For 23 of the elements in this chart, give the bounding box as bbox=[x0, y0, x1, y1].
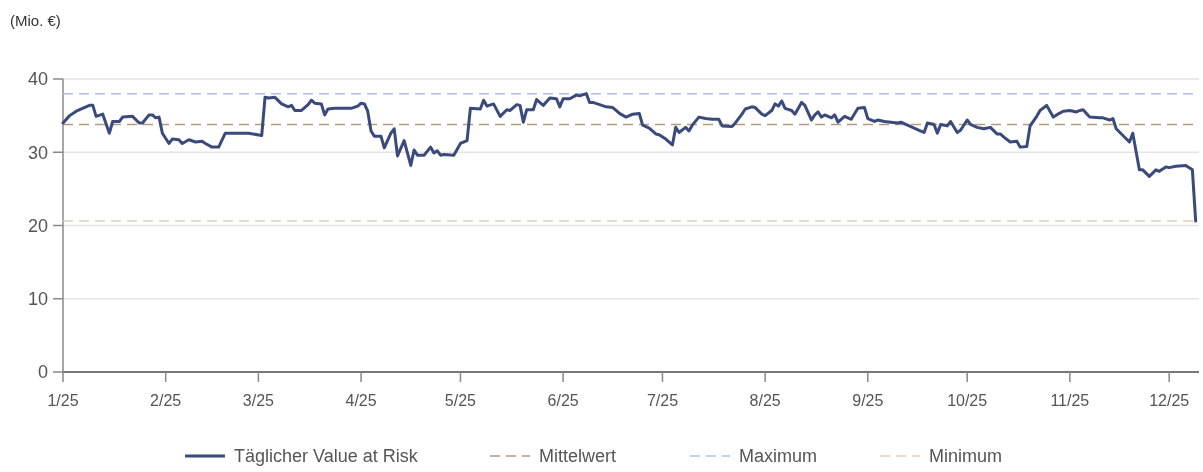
y-axis-title: (Mio. €) bbox=[10, 12, 61, 29]
y-tick-label: 40 bbox=[27, 69, 48, 90]
x-tick-label: 5/25 bbox=[444, 392, 477, 409]
legend-label: Täglicher Value at Risk bbox=[234, 446, 419, 466]
y-tick-label: 20 bbox=[27, 215, 48, 236]
legend-label: Minimum bbox=[929, 446, 1003, 466]
legend-label: Maximum bbox=[739, 446, 818, 466]
x-tick-label: 11/25 bbox=[1050, 392, 1090, 409]
x-tick-label: 1/25 bbox=[47, 392, 79, 409]
x-tick-label: 9/25 bbox=[852, 392, 884, 409]
x-tick-label: 10/25 bbox=[947, 392, 988, 409]
x-tick-label: 2/25 bbox=[150, 392, 182, 409]
x-tick-label: 4/25 bbox=[345, 392, 377, 409]
legend-label: Mittelwert bbox=[539, 446, 617, 466]
x-tick-label: 7/25 bbox=[646, 392, 679, 409]
x-tick-label: 12/25 bbox=[1149, 392, 1190, 409]
x-tick-label: 6/25 bbox=[547, 392, 579, 409]
line-series bbox=[61, 92, 1198, 223]
x-tick-label: 3/25 bbox=[242, 392, 275, 409]
y-tick-label: 0 bbox=[37, 362, 48, 383]
y-tick-label: 30 bbox=[27, 142, 48, 163]
x-tick-label: 8/25 bbox=[749, 392, 781, 409]
y-tick-label: 10 bbox=[27, 289, 48, 310]
